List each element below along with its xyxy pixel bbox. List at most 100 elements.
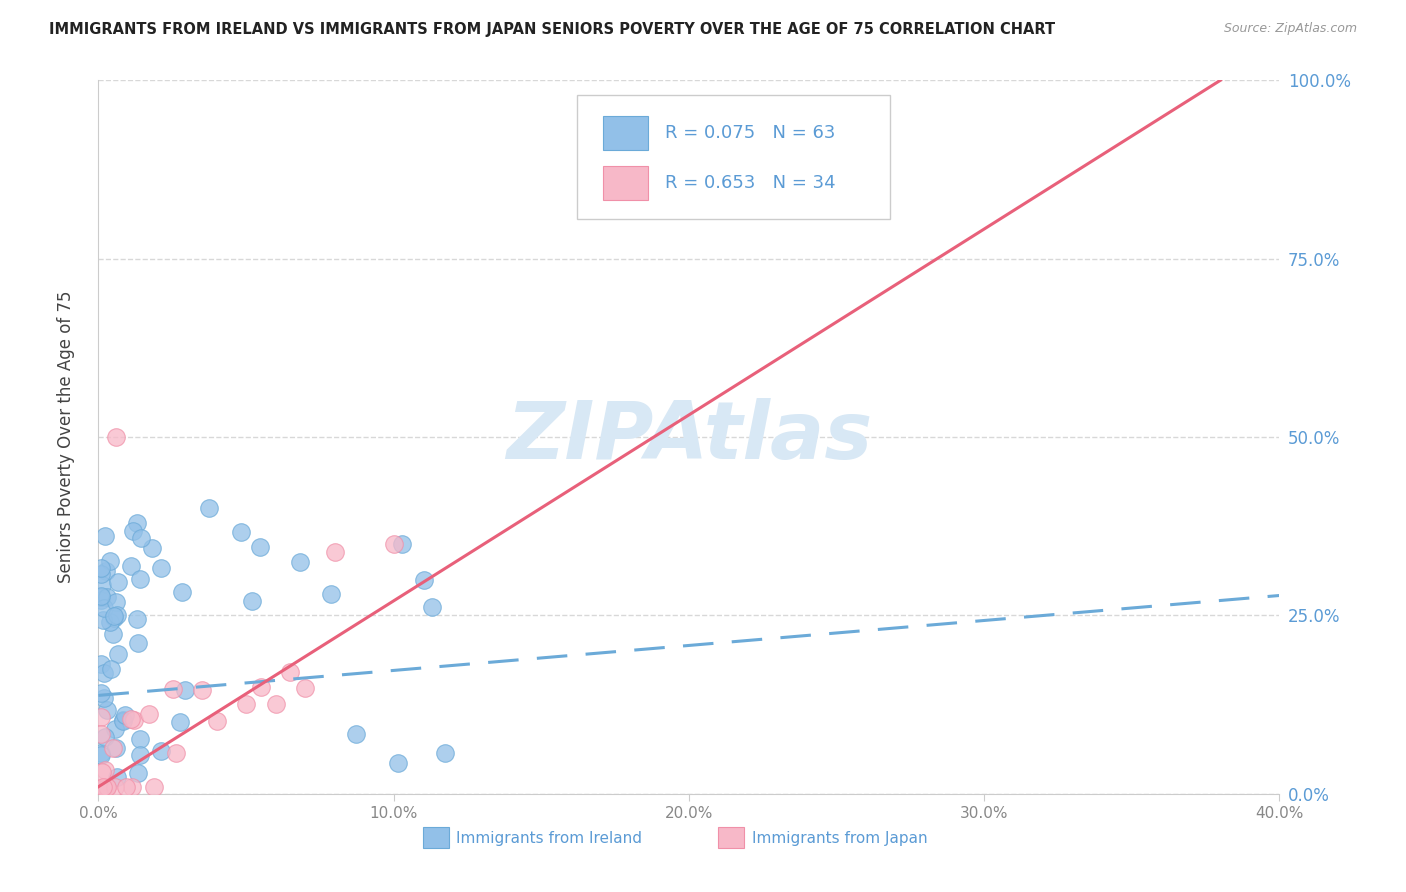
Point	[115, 780, 138, 794]
Point	[433, 746, 456, 760]
Point	[129, 532, 152, 546]
Point	[91, 764, 114, 779]
Point	[90, 726, 112, 740]
Point	[242, 594, 264, 608]
FancyBboxPatch shape	[423, 827, 449, 848]
Point	[93, 780, 115, 794]
Point	[90, 710, 112, 724]
Point	[319, 587, 342, 601]
Point	[129, 747, 152, 762]
Point	[90, 686, 112, 700]
Text: R = 0.653   N = 34: R = 0.653 N = 34	[665, 174, 837, 192]
Point	[111, 714, 134, 728]
FancyBboxPatch shape	[576, 95, 890, 219]
Point	[90, 657, 112, 671]
Point	[107, 575, 129, 590]
Point	[191, 682, 214, 697]
Point	[103, 611, 125, 625]
Text: Immigrants from Ireland: Immigrants from Ireland	[457, 830, 643, 846]
Point	[149, 561, 172, 575]
Point	[90, 589, 112, 603]
Point	[100, 662, 122, 676]
Point	[172, 584, 194, 599]
Point	[103, 627, 125, 641]
FancyBboxPatch shape	[603, 166, 648, 200]
Point	[323, 545, 346, 559]
Point	[93, 690, 115, 705]
Point	[103, 740, 125, 755]
Point	[93, 764, 115, 778]
Point	[125, 612, 148, 626]
Point	[93, 601, 115, 615]
Point	[413, 573, 436, 587]
Point	[94, 529, 117, 543]
Point	[173, 682, 195, 697]
Point	[105, 430, 128, 444]
Text: IMMIGRANTS FROM IRELAND VS IMMIGRANTS FROM JAPAN SENIORS POVERTY OVER THE AGE OF: IMMIGRANTS FROM IRELAND VS IMMIGRANTS FR…	[49, 22, 1056, 37]
Point	[766, 109, 789, 123]
Text: ZIPAtlas: ZIPAtlas	[506, 398, 872, 476]
Point	[382, 537, 405, 551]
Point	[294, 681, 316, 695]
Point	[96, 590, 118, 604]
Point	[93, 665, 115, 680]
Point	[104, 780, 127, 794]
Point	[121, 780, 143, 794]
Point	[90, 747, 112, 761]
Point	[93, 780, 115, 794]
Point	[96, 780, 118, 794]
Point	[231, 524, 253, 539]
Point	[235, 697, 257, 711]
Point	[149, 744, 172, 758]
Point	[165, 746, 187, 760]
Point	[96, 703, 118, 717]
Point	[104, 595, 127, 609]
Point	[105, 770, 128, 784]
Point	[420, 600, 443, 615]
Point	[91, 613, 114, 627]
Point	[120, 712, 142, 726]
Point	[128, 572, 150, 586]
Text: Immigrants from Japan: Immigrants from Japan	[752, 830, 927, 846]
Point	[249, 540, 271, 554]
Point	[91, 578, 114, 592]
Point	[120, 558, 142, 573]
Point	[387, 756, 409, 771]
Point	[737, 109, 759, 123]
Point	[90, 566, 112, 581]
Point	[127, 765, 149, 780]
Point	[288, 556, 311, 570]
Point	[162, 681, 184, 696]
Y-axis label: Seniors Poverty Over the Age of 75: Seniors Poverty Over the Age of 75	[56, 291, 75, 583]
Point	[105, 607, 128, 622]
Point	[122, 713, 145, 727]
Point	[103, 608, 125, 623]
FancyBboxPatch shape	[603, 116, 648, 150]
Point	[91, 780, 114, 794]
Point	[127, 636, 149, 650]
Point	[129, 732, 152, 747]
Point	[264, 697, 287, 711]
Point	[122, 524, 145, 539]
Point	[94, 564, 117, 578]
Text: R = 0.075   N = 63: R = 0.075 N = 63	[665, 124, 835, 142]
Point	[98, 553, 121, 567]
Point	[111, 713, 134, 727]
Point	[107, 647, 129, 661]
Point	[90, 747, 112, 762]
FancyBboxPatch shape	[718, 827, 744, 848]
Point	[205, 714, 228, 728]
Point	[391, 537, 413, 551]
Point	[94, 730, 117, 744]
Text: Source: ZipAtlas.com: Source: ZipAtlas.com	[1223, 22, 1357, 36]
Point	[280, 665, 302, 679]
Point	[138, 707, 160, 722]
Point	[114, 707, 136, 722]
Point	[103, 722, 125, 736]
Point	[197, 501, 219, 516]
Point	[141, 541, 163, 555]
Point	[98, 615, 121, 630]
Point	[142, 780, 165, 794]
Point	[127, 516, 149, 530]
Point	[250, 680, 273, 694]
